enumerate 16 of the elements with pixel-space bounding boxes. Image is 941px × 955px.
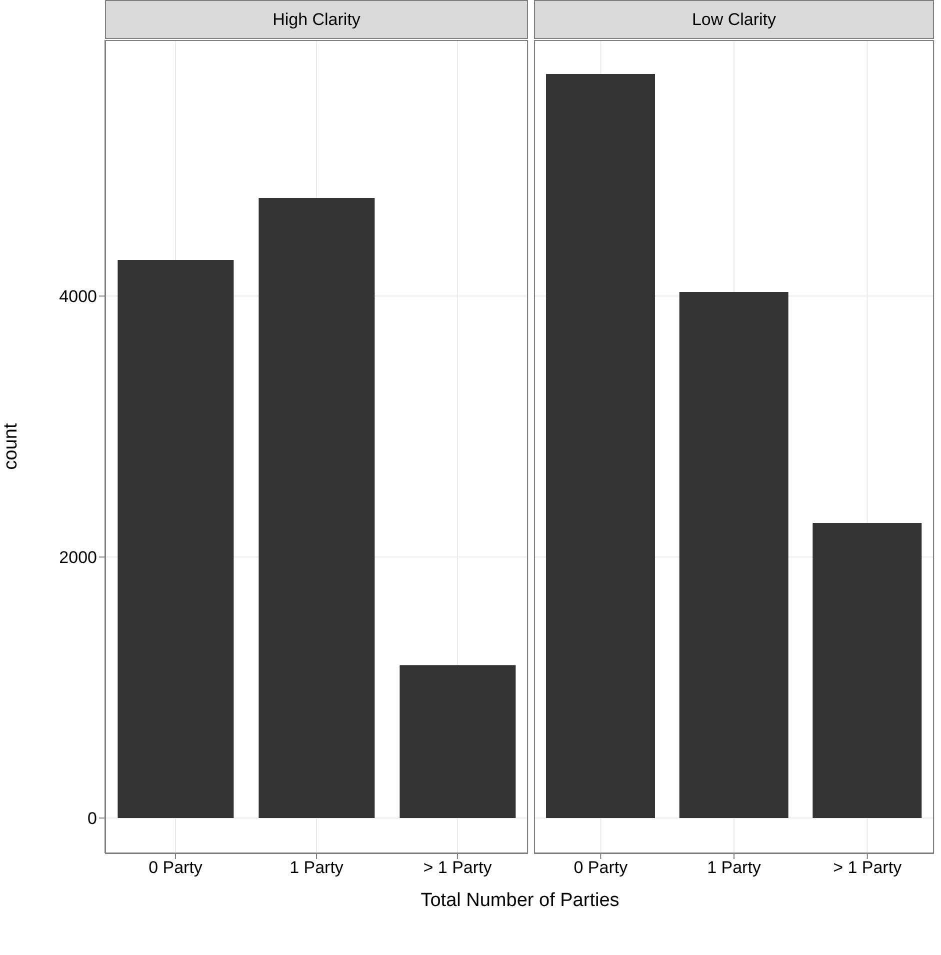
x-axis-title: Total Number of Parties [420, 890, 620, 912]
x-tick-label: 0 Party [574, 858, 628, 878]
y-tick-label: 2000 [59, 548, 97, 568]
bar [118, 260, 234, 818]
x-tick-label: > 1 Party [423, 858, 492, 878]
x-tick-label: 1 Party [290, 858, 344, 878]
bar [400, 665, 516, 818]
y-tick-label: 0 [88, 809, 97, 828]
x-tick-label: > 1 Party [833, 858, 902, 878]
x-tick-label: 1 Party [707, 858, 762, 878]
y-axis-title: count [0, 422, 22, 470]
y-tick-label: 4000 [59, 287, 97, 306]
x-tick-label: 0 Party [148, 858, 203, 878]
bar [258, 198, 375, 818]
chart-title: Low Clarity [534, 0, 934, 39]
chart-title: High Clarity [105, 0, 528, 39]
